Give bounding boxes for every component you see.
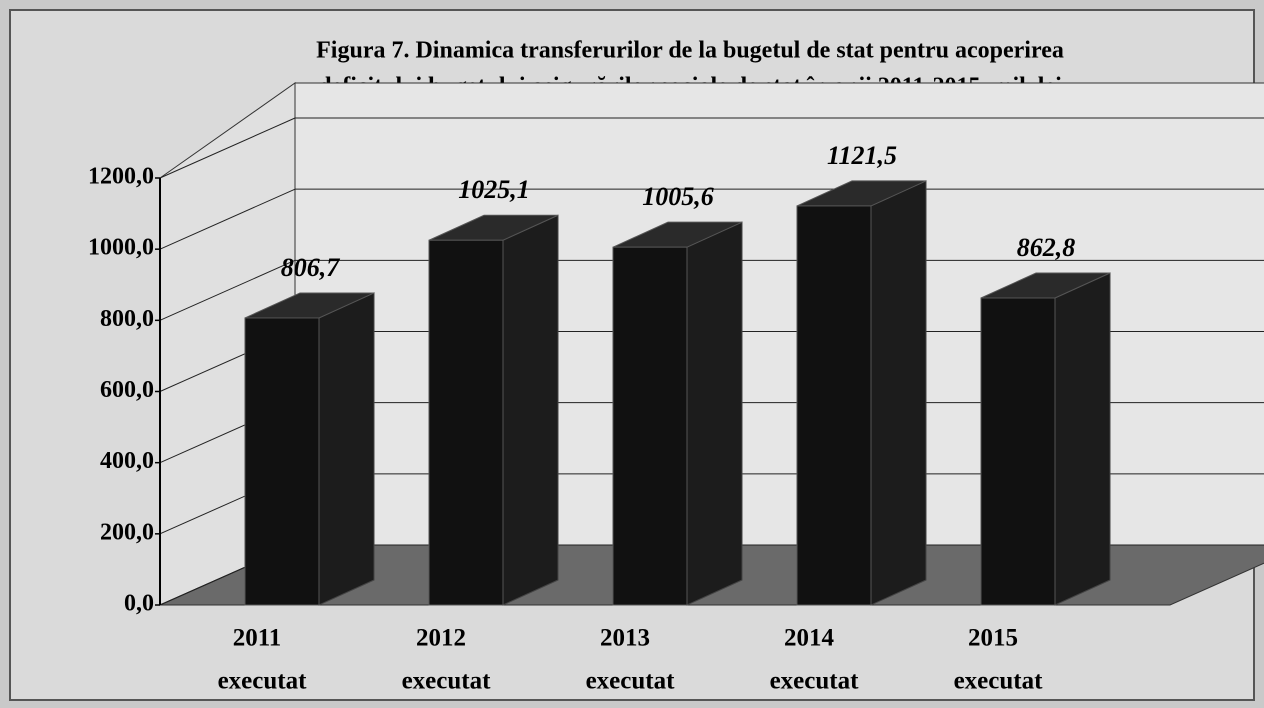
value-label: 1121,5 <box>827 141 897 170</box>
bar-side <box>686 221 743 606</box>
y-tick-label: 200,0 <box>100 519 154 545</box>
grid-line <box>159 188 296 250</box>
bar-side <box>870 180 927 606</box>
bar-front <box>796 205 872 606</box>
x-tick-label: executat <box>586 668 676 695</box>
x-tick-label: 2014 <box>784 625 835 652</box>
bar-front <box>612 246 688 606</box>
x-tick-label: 2011 <box>233 625 282 652</box>
x-tick-label: executat <box>402 668 492 695</box>
bar-front <box>428 239 504 606</box>
bar <box>796 180 927 606</box>
x-tick-label: executat <box>218 668 308 695</box>
y-tick-label: 600,0 <box>100 377 154 403</box>
bar <box>428 214 559 606</box>
x-tick-label: 2015 <box>968 625 1018 652</box>
bar-front <box>244 317 320 606</box>
x-tick-label: executat <box>954 668 1044 695</box>
value-label: 862,8 <box>1017 233 1076 262</box>
grid-line <box>159 117 296 179</box>
bar-side <box>502 214 559 606</box>
value-label: 1025,1 <box>458 175 530 204</box>
value-label: 806,7 <box>281 253 341 282</box>
x-tick-label: executat <box>770 668 860 695</box>
y-tick-label: 1200,0 <box>88 164 154 190</box>
y-tick-label: 0,0 <box>124 591 154 617</box>
y-tick-label: 400,0 <box>100 448 154 474</box>
bar <box>980 272 1111 606</box>
bar <box>244 292 375 606</box>
x-tick-label: 2012 <box>416 625 466 652</box>
bar-side <box>318 292 375 606</box>
chart-title: Figura 7. Dinamica transferurilor de la … <box>316 38 1064 64</box>
y-tick-label: 800,0 <box>100 306 154 332</box>
bar-front <box>980 297 1056 606</box>
grid-line <box>159 259 296 321</box>
bar-side <box>1054 272 1111 606</box>
y-tick-label: 1000,0 <box>88 235 154 261</box>
value-label: 1005,6 <box>642 182 714 211</box>
x-tick-label: 2013 <box>600 625 650 652</box>
bar <box>612 221 743 606</box>
